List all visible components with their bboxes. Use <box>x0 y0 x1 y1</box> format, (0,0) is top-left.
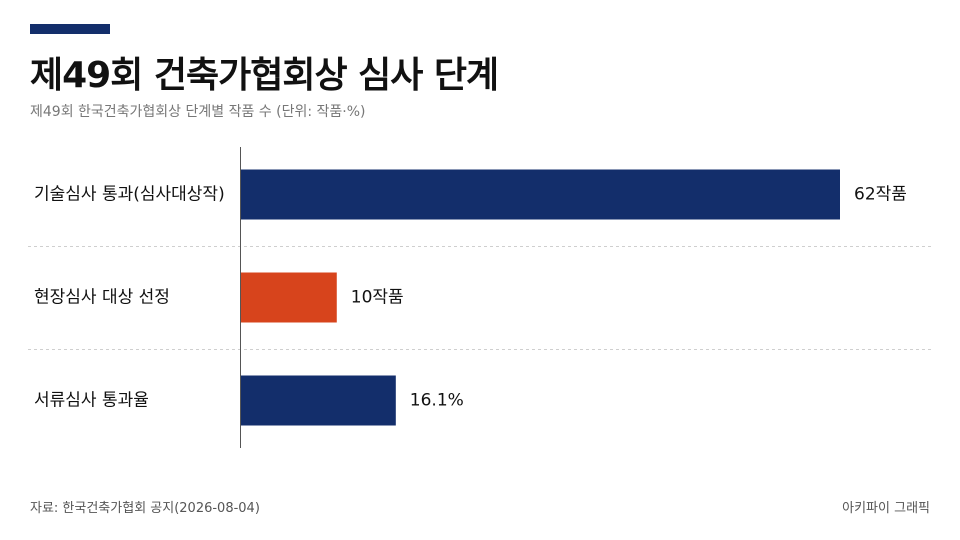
value-label: 10작품 <box>351 288 404 308</box>
chart-title: 제49회 건축가협회상 심사 단계 <box>30 55 499 96</box>
category-label: 현장심사 대상 선정 <box>34 288 170 308</box>
value-label: 62작품 <box>854 185 907 205</box>
value-label: 16.1% <box>410 391 464 411</box>
graphic-credit: 아키파이 그래픽 <box>842 501 930 516</box>
bar <box>240 169 840 220</box>
bar <box>240 272 337 323</box>
chart-subtitle: 제49회 한국건축가협회상 단계별 작품 수 (단위: 작품·%) <box>30 104 366 120</box>
category-label: 기술심사 통과(심사대상작) <box>34 185 225 205</box>
source-note: 자료: 한국건축가협회 공지(2026-08-04) <box>30 501 260 516</box>
title-accent-bar <box>30 24 110 34</box>
bar <box>240 375 396 426</box>
category-label: 서류심사 통과율 <box>34 391 149 411</box>
